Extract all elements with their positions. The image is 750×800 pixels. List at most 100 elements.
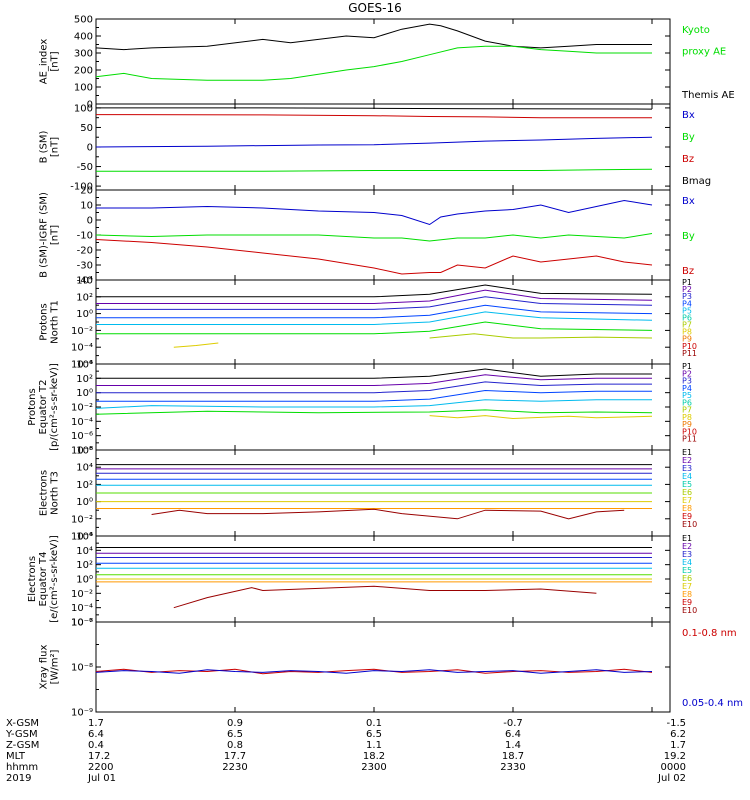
legend-entry: E3 (682, 550, 692, 559)
footer-value: 18.7 (502, 751, 524, 762)
footer-value: 2230 (222, 762, 247, 773)
legend-entry: P4 (682, 299, 692, 308)
footer-value: 17.7 (224, 751, 246, 762)
legend-entry: E5 (682, 480, 692, 489)
series-line-p4 (96, 304, 653, 319)
footer-row-label: Z-GSM (6, 740, 39, 751)
legend-entry: P8 (682, 413, 692, 422)
legend-entry: P10 (682, 342, 697, 351)
legend-entry: By (682, 132, 695, 143)
legend-entry: E6 (682, 488, 692, 497)
footer-row-label: 2019 (6, 773, 31, 784)
legend-entry: P1 (682, 362, 692, 371)
footer-value: 1.7 (88, 718, 104, 729)
y-tick-label: 0 (87, 143, 93, 154)
series-line-e9 (173, 585, 597, 609)
legend-entry: P3 (682, 377, 692, 386)
series-line-themis-ae (95, 23, 652, 51)
series-line-p7 (429, 333, 653, 339)
footer-value: -0.7 (503, 718, 523, 729)
y-tick-label: 10 (80, 201, 93, 212)
legend-entry: E7 (682, 582, 692, 591)
panel-frame-4 (95, 279, 671, 365)
footer-value: 19.2 (664, 751, 686, 762)
y-axis-label: Electrons (27, 556, 38, 602)
y-axis-label: [W/m²] (50, 649, 61, 684)
legend-entry: E7 (682, 496, 692, 505)
legend-entry: P5 (682, 391, 692, 400)
y-tick-label: 50 (80, 123, 93, 134)
y-axis-label: Protons (27, 388, 38, 425)
footer-row-label: Y-GSM (5, 729, 38, 740)
legend-entry: P9 (682, 420, 692, 429)
legend-entry: P2 (682, 285, 692, 294)
footer-value: 2330 (500, 762, 525, 773)
legend-entry: Bx (682, 110, 695, 121)
y-tick-label: 200 (74, 66, 93, 77)
y-axis-label: Protons (39, 303, 50, 340)
y-axis-label: B (SM) (39, 130, 50, 163)
legend-entry: P1 (682, 278, 692, 287)
legend-entry: P6 (682, 398, 692, 407)
y-tick-label: 10⁻⁴ (71, 343, 93, 354)
panel-frame-2 (95, 103, 671, 191)
legend-entry: Kyoto (682, 25, 710, 36)
y-tick-label: 10⁻⁸ (71, 446, 93, 457)
footer-value: 0.4 (88, 740, 104, 751)
series-line-bz (95, 239, 653, 275)
y-axis-label: [p/(cm²-s-sr-keV)] (49, 363, 60, 451)
legend-entry: E4 (682, 558, 692, 567)
legend-entry: 0.1-0.8 nm (682, 628, 737, 639)
y-tick-label: 10⁻⁴ (71, 417, 93, 428)
footer-value: 18.2 (363, 751, 385, 762)
y-tick-label: -100 (70, 182, 93, 193)
footer-row-label: MLT (6, 751, 26, 762)
series-line-p6 (96, 321, 653, 335)
series-line-bx (96, 199, 653, 226)
legend-entry: Themis AE (681, 90, 735, 101)
series-line-0-05-0-4-nm (95, 669, 653, 674)
series-line-p2 (96, 374, 652, 386)
series-line-p2 (96, 289, 653, 304)
legend-entry: E5 (682, 566, 692, 575)
legend-entry: E1 (682, 534, 692, 543)
y-tick-label: -50 (77, 162, 93, 173)
footer-value: 0.1 (366, 718, 382, 729)
legend-entry: E3 (682, 464, 692, 473)
y-tick-label: 400 (74, 32, 93, 43)
y-axis-label: Electrons (39, 470, 50, 516)
y-axis-label: North T1 (50, 300, 61, 344)
footer-value: 0000 (661, 762, 686, 773)
y-tick-label: -10 (77, 231, 93, 242)
panel-frame-8 (95, 621, 671, 713)
legend-entry: P11 (682, 349, 697, 358)
legend-entry: Bx (682, 196, 695, 207)
legend-entry: Bmag (682, 176, 711, 187)
footer-value: 6.5 (366, 729, 382, 740)
y-tick-label: 10⁴ (76, 276, 93, 287)
footer-value: 6.4 (88, 729, 104, 740)
footer-value: 2200 (88, 762, 113, 773)
y-axis-label: B (SM)-IGRF (SM) (39, 192, 50, 278)
y-tick-label: -40 (77, 276, 93, 287)
legend-entry: E8 (682, 590, 692, 599)
legend-entry: Bz (682, 154, 694, 165)
series-line-p3 (96, 381, 652, 394)
y-tick-label: 10⁻⁶ (71, 360, 93, 371)
series-line-p6 (95, 409, 653, 415)
legend-entry: 0.05-0.4 nm (682, 698, 743, 709)
series-line-p3 (96, 296, 653, 310)
legend-entry: P10 (682, 427, 697, 436)
panel-frame-1 (95, 18, 671, 105)
y-axis-label: Xray flux (39, 645, 50, 690)
y-tick-label: 10⁻⁶ (71, 618, 93, 629)
footer-value: 1.4 (505, 740, 521, 751)
legend-entry: proxy AE (682, 47, 726, 58)
y-tick-label: 10⁴ (76, 463, 93, 474)
y-tick-label: 10⁻² (71, 514, 93, 525)
y-tick-label: 10⁻⁴ (71, 532, 93, 543)
y-tick-label: 10⁰ (76, 309, 93, 320)
footer-value: -1.5 (666, 718, 686, 729)
